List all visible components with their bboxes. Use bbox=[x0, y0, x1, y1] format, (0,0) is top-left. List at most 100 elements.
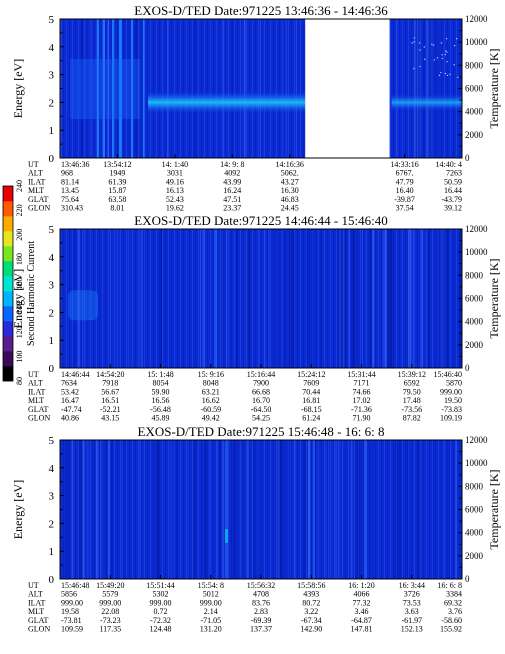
orbit-value: 4393 bbox=[303, 590, 319, 599]
spectrogram-streak bbox=[95, 440, 97, 579]
orbit-value: -64.87 bbox=[351, 616, 372, 625]
orbit-value: 24.45 bbox=[281, 204, 299, 213]
speckle bbox=[445, 50, 447, 52]
spectrogram-background bbox=[60, 229, 462, 368]
orbit-row-label: ALT bbox=[28, 169, 43, 178]
y2-tick-label: 12000 bbox=[465, 14, 488, 24]
speckle bbox=[423, 46, 425, 48]
data-gap bbox=[305, 19, 390, 158]
spectrogram-streak bbox=[232, 19, 234, 158]
intensity-streak bbox=[313, 440, 315, 579]
speckle bbox=[444, 53, 446, 56]
intensity-patch bbox=[225, 529, 228, 543]
color-bar-segment bbox=[3, 231, 13, 247]
spectrogram-streak bbox=[194, 440, 196, 579]
orbit-value: 2.14 bbox=[204, 607, 218, 616]
spectrogram-streak bbox=[428, 229, 430, 368]
spectrogram-streak bbox=[288, 229, 290, 368]
spectrogram-streak bbox=[253, 440, 255, 579]
orbit-value: 155.92 bbox=[440, 625, 462, 634]
orbit-value: 999.00 bbox=[150, 598, 172, 607]
spectrogram-streak bbox=[399, 440, 402, 579]
spectrogram-streak bbox=[244, 229, 246, 368]
speckle bbox=[418, 42, 421, 44]
spectrogram-background bbox=[60, 440, 462, 579]
orbit-value: 2.83 bbox=[254, 607, 268, 616]
spectrogram-streak bbox=[81, 440, 83, 579]
intensity-streak bbox=[143, 19, 145, 158]
spectrogram-streak bbox=[320, 229, 322, 368]
orbit-value: 5012 bbox=[203, 590, 219, 599]
spectrogram-streak bbox=[338, 229, 341, 368]
y2-tick-label: 2000 bbox=[465, 551, 484, 561]
orbit-value: 81.14 bbox=[61, 177, 79, 186]
spectrogram-streak bbox=[389, 229, 392, 368]
panel-title: EXOS-D/TED Date:971225 14:46:44 - 15:46:… bbox=[134, 213, 387, 228]
y-tick-label: 2 bbox=[49, 307, 55, 319]
orbit-value: -73.56 bbox=[401, 405, 422, 414]
orbit-value: -71.05 bbox=[200, 616, 221, 625]
orbit-value: 8.01 bbox=[110, 204, 124, 213]
orbit-row-label: MLT bbox=[28, 186, 44, 195]
orbit-table: UTALTILATMLTGLATGLON15:46:485856999.0019… bbox=[28, 581, 462, 634]
spectrogram-streak bbox=[264, 229, 266, 368]
spectrogram-streak bbox=[116, 229, 118, 368]
speckle bbox=[438, 74, 441, 76]
spectrogram-streak bbox=[193, 19, 196, 158]
orbit-value: 54.25 bbox=[252, 414, 270, 423]
spectrogram-streak bbox=[170, 440, 173, 579]
y2-tick-label: 12000 bbox=[465, 224, 488, 234]
orbit-value: 16.62 bbox=[202, 396, 220, 405]
spectrogram-streak bbox=[415, 19, 417, 158]
spectrogram-streak bbox=[124, 440, 126, 579]
spectrogram-streak bbox=[407, 229, 409, 368]
orbit-value: -47.74 bbox=[61, 405, 82, 414]
spectrogram-streak bbox=[65, 440, 68, 579]
orbit-row-label: ALT bbox=[28, 590, 43, 599]
orbit-value: -67.34 bbox=[301, 616, 322, 625]
speckle bbox=[433, 44, 435, 46]
spectrogram-streak bbox=[283, 229, 285, 368]
orbit-value: 15:46:48 bbox=[61, 581, 89, 590]
orbit-value: 0.72 bbox=[154, 607, 168, 616]
orbit-value: -43.79 bbox=[441, 195, 462, 204]
spectrogram-streak bbox=[73, 229, 75, 368]
intensity-streak bbox=[364, 440, 366, 579]
y2-axis-label: Temperature [K] bbox=[487, 48, 501, 128]
orbit-value: 16.47 bbox=[61, 396, 79, 405]
spectrogram-streak bbox=[268, 229, 270, 368]
orbit-value: 13:46:36 bbox=[61, 160, 89, 169]
y2-tick-label: 6000 bbox=[465, 505, 484, 515]
y-axis-label: Energy [eV] bbox=[11, 269, 25, 328]
spectrogram-streak bbox=[100, 440, 102, 579]
y2-tick-label: 0 bbox=[465, 153, 470, 163]
orbit-value: 3.22 bbox=[304, 607, 318, 616]
spectrogram-streak bbox=[292, 229, 295, 368]
color-bar-segment bbox=[3, 351, 13, 367]
orbit-value: 5856 bbox=[61, 590, 77, 599]
color-bar-tick-label: 120 bbox=[15, 326, 24, 338]
spectrogram-streak bbox=[218, 229, 220, 368]
y2-tick-label: 4000 bbox=[465, 107, 484, 117]
orbit-value: -69.39 bbox=[251, 616, 272, 625]
spectrogram-streak bbox=[277, 440, 280, 579]
orbit-value: -61.97 bbox=[401, 616, 422, 625]
spectrogram-streak bbox=[304, 440, 306, 579]
spectrogram-streak bbox=[437, 19, 439, 158]
y-tick-label: 4 bbox=[49, 463, 55, 475]
y-tick-label: 3 bbox=[49, 70, 55, 82]
spectrogram-streak bbox=[107, 19, 109, 158]
color-bar-segment bbox=[3, 336, 13, 352]
orbit-value: -64.50 bbox=[251, 405, 272, 414]
orbit-value: -58.60 bbox=[441, 616, 462, 625]
intensity-patch bbox=[68, 290, 98, 321]
spectrogram-streak bbox=[223, 19, 225, 158]
orbit-value: 16.51 bbox=[101, 396, 119, 405]
orbit-value: 87.82 bbox=[403, 414, 421, 423]
orbit-value: 13.45 bbox=[61, 186, 79, 195]
spectrogram-streak bbox=[122, 440, 123, 579]
speckle bbox=[419, 65, 421, 68]
spectrogram-streak bbox=[372, 229, 375, 368]
orbit-value: 15:51:44 bbox=[146, 581, 174, 590]
